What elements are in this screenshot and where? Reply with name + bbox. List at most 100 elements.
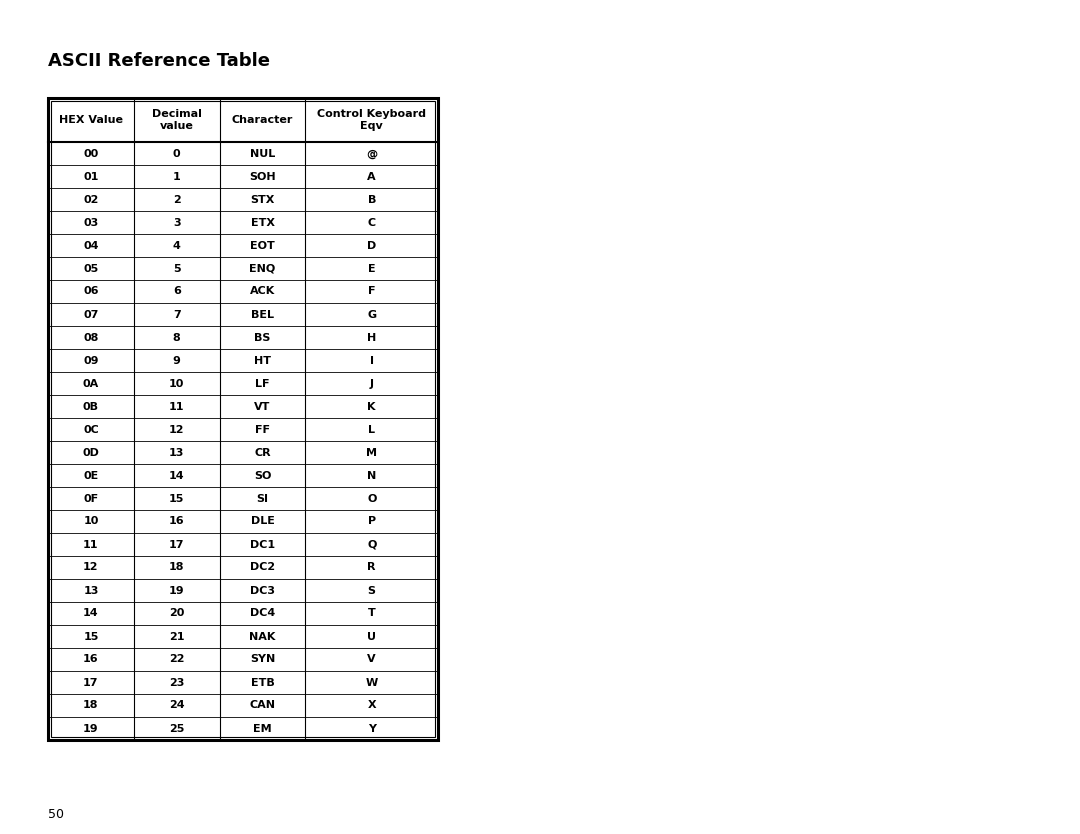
Text: T: T bbox=[368, 609, 376, 619]
Text: DLE: DLE bbox=[251, 516, 274, 526]
Text: 18: 18 bbox=[168, 562, 185, 572]
Text: 19: 19 bbox=[168, 585, 185, 595]
Text: 15: 15 bbox=[83, 631, 98, 641]
Text: S: S bbox=[367, 585, 376, 595]
Text: 21: 21 bbox=[168, 631, 185, 641]
Text: D: D bbox=[367, 240, 376, 250]
Text: B: B bbox=[367, 194, 376, 204]
Text: 5: 5 bbox=[173, 264, 180, 274]
Text: 19: 19 bbox=[83, 724, 98, 733]
Text: 16: 16 bbox=[168, 516, 185, 526]
Text: 0F: 0F bbox=[83, 494, 98, 504]
Text: 07: 07 bbox=[83, 309, 98, 319]
Text: 17: 17 bbox=[168, 540, 185, 550]
Text: A: A bbox=[367, 172, 376, 182]
Text: P: P bbox=[367, 516, 376, 526]
Text: 11: 11 bbox=[83, 540, 98, 550]
Text: Q: Q bbox=[367, 540, 377, 550]
Text: ACK: ACK bbox=[249, 287, 275, 297]
Text: STX: STX bbox=[251, 194, 274, 204]
Text: 18: 18 bbox=[83, 701, 98, 711]
Text: 0B: 0B bbox=[83, 401, 99, 411]
Text: 12: 12 bbox=[83, 562, 98, 572]
Text: 2: 2 bbox=[173, 194, 180, 204]
Text: 24: 24 bbox=[168, 701, 185, 711]
Text: 25: 25 bbox=[168, 724, 185, 733]
Text: CR: CR bbox=[254, 448, 271, 458]
Text: 8: 8 bbox=[173, 333, 180, 343]
Text: 7: 7 bbox=[173, 309, 180, 319]
Text: FF: FF bbox=[255, 425, 270, 435]
Text: BEL: BEL bbox=[251, 309, 274, 319]
Text: O: O bbox=[367, 494, 377, 504]
Text: DC4: DC4 bbox=[249, 609, 275, 619]
Text: 00: 00 bbox=[83, 148, 98, 158]
Text: L: L bbox=[368, 425, 375, 435]
Text: 03: 03 bbox=[83, 218, 98, 228]
Text: 17: 17 bbox=[83, 677, 98, 687]
Text: 4: 4 bbox=[173, 240, 180, 250]
Text: @: @ bbox=[366, 148, 377, 158]
Text: 0A: 0A bbox=[83, 379, 99, 389]
Text: 20: 20 bbox=[168, 609, 185, 619]
Text: F: F bbox=[368, 287, 376, 297]
Text: 02: 02 bbox=[83, 194, 98, 204]
Bar bbox=[48, 98, 438, 740]
Text: Character: Character bbox=[232, 115, 293, 125]
Text: 10: 10 bbox=[83, 516, 98, 526]
Text: 14: 14 bbox=[168, 470, 185, 480]
Text: LF: LF bbox=[255, 379, 270, 389]
Text: K: K bbox=[367, 401, 376, 411]
Text: 13: 13 bbox=[83, 585, 98, 595]
Text: I: I bbox=[369, 355, 374, 365]
Text: 09: 09 bbox=[83, 355, 98, 365]
Text: 3: 3 bbox=[173, 218, 180, 228]
Text: DC1: DC1 bbox=[249, 540, 275, 550]
Text: 6: 6 bbox=[173, 287, 180, 297]
Text: VT: VT bbox=[254, 401, 271, 411]
Text: 08: 08 bbox=[83, 333, 98, 343]
Text: SYN: SYN bbox=[249, 655, 275, 665]
Text: SOH: SOH bbox=[249, 172, 275, 182]
Text: SI: SI bbox=[257, 494, 269, 504]
Text: E: E bbox=[368, 264, 376, 274]
Text: DC2: DC2 bbox=[249, 562, 275, 572]
Text: Decimal
value: Decimal value bbox=[152, 109, 202, 131]
Text: 10: 10 bbox=[168, 379, 185, 389]
Text: NUL: NUL bbox=[249, 148, 275, 158]
Text: Control Keyboard
Eqv: Control Keyboard Eqv bbox=[318, 109, 427, 131]
Text: SO: SO bbox=[254, 470, 271, 480]
Text: 50: 50 bbox=[48, 808, 64, 821]
Text: CAN: CAN bbox=[249, 701, 275, 711]
Text: 01: 01 bbox=[83, 172, 98, 182]
Text: ETB: ETB bbox=[251, 677, 274, 687]
Text: 15: 15 bbox=[168, 494, 185, 504]
Text: BS: BS bbox=[254, 333, 271, 343]
Text: Y: Y bbox=[367, 724, 376, 733]
Text: G: G bbox=[367, 309, 376, 319]
Text: 23: 23 bbox=[168, 677, 185, 687]
Text: 13: 13 bbox=[168, 448, 185, 458]
Text: 22: 22 bbox=[168, 655, 185, 665]
Text: 0E: 0E bbox=[83, 470, 98, 480]
Text: ETX: ETX bbox=[251, 218, 274, 228]
Text: R: R bbox=[367, 562, 376, 572]
Text: ENQ: ENQ bbox=[249, 264, 275, 274]
Bar bbox=[51, 101, 435, 737]
Text: 06: 06 bbox=[83, 287, 98, 297]
Text: ASCII Reference Table: ASCII Reference Table bbox=[48, 52, 270, 70]
Text: 05: 05 bbox=[83, 264, 98, 274]
Text: V: V bbox=[367, 655, 376, 665]
Text: 14: 14 bbox=[83, 609, 98, 619]
Text: NAK: NAK bbox=[249, 631, 275, 641]
Text: X: X bbox=[367, 701, 376, 711]
Text: M: M bbox=[366, 448, 377, 458]
Text: 16: 16 bbox=[83, 655, 98, 665]
Text: J: J bbox=[369, 379, 374, 389]
Text: 1: 1 bbox=[173, 172, 180, 182]
Text: 0: 0 bbox=[173, 148, 180, 158]
Text: W: W bbox=[365, 677, 378, 687]
Text: EM: EM bbox=[253, 724, 272, 733]
Text: DC3: DC3 bbox=[249, 585, 275, 595]
Text: 9: 9 bbox=[173, 355, 180, 365]
